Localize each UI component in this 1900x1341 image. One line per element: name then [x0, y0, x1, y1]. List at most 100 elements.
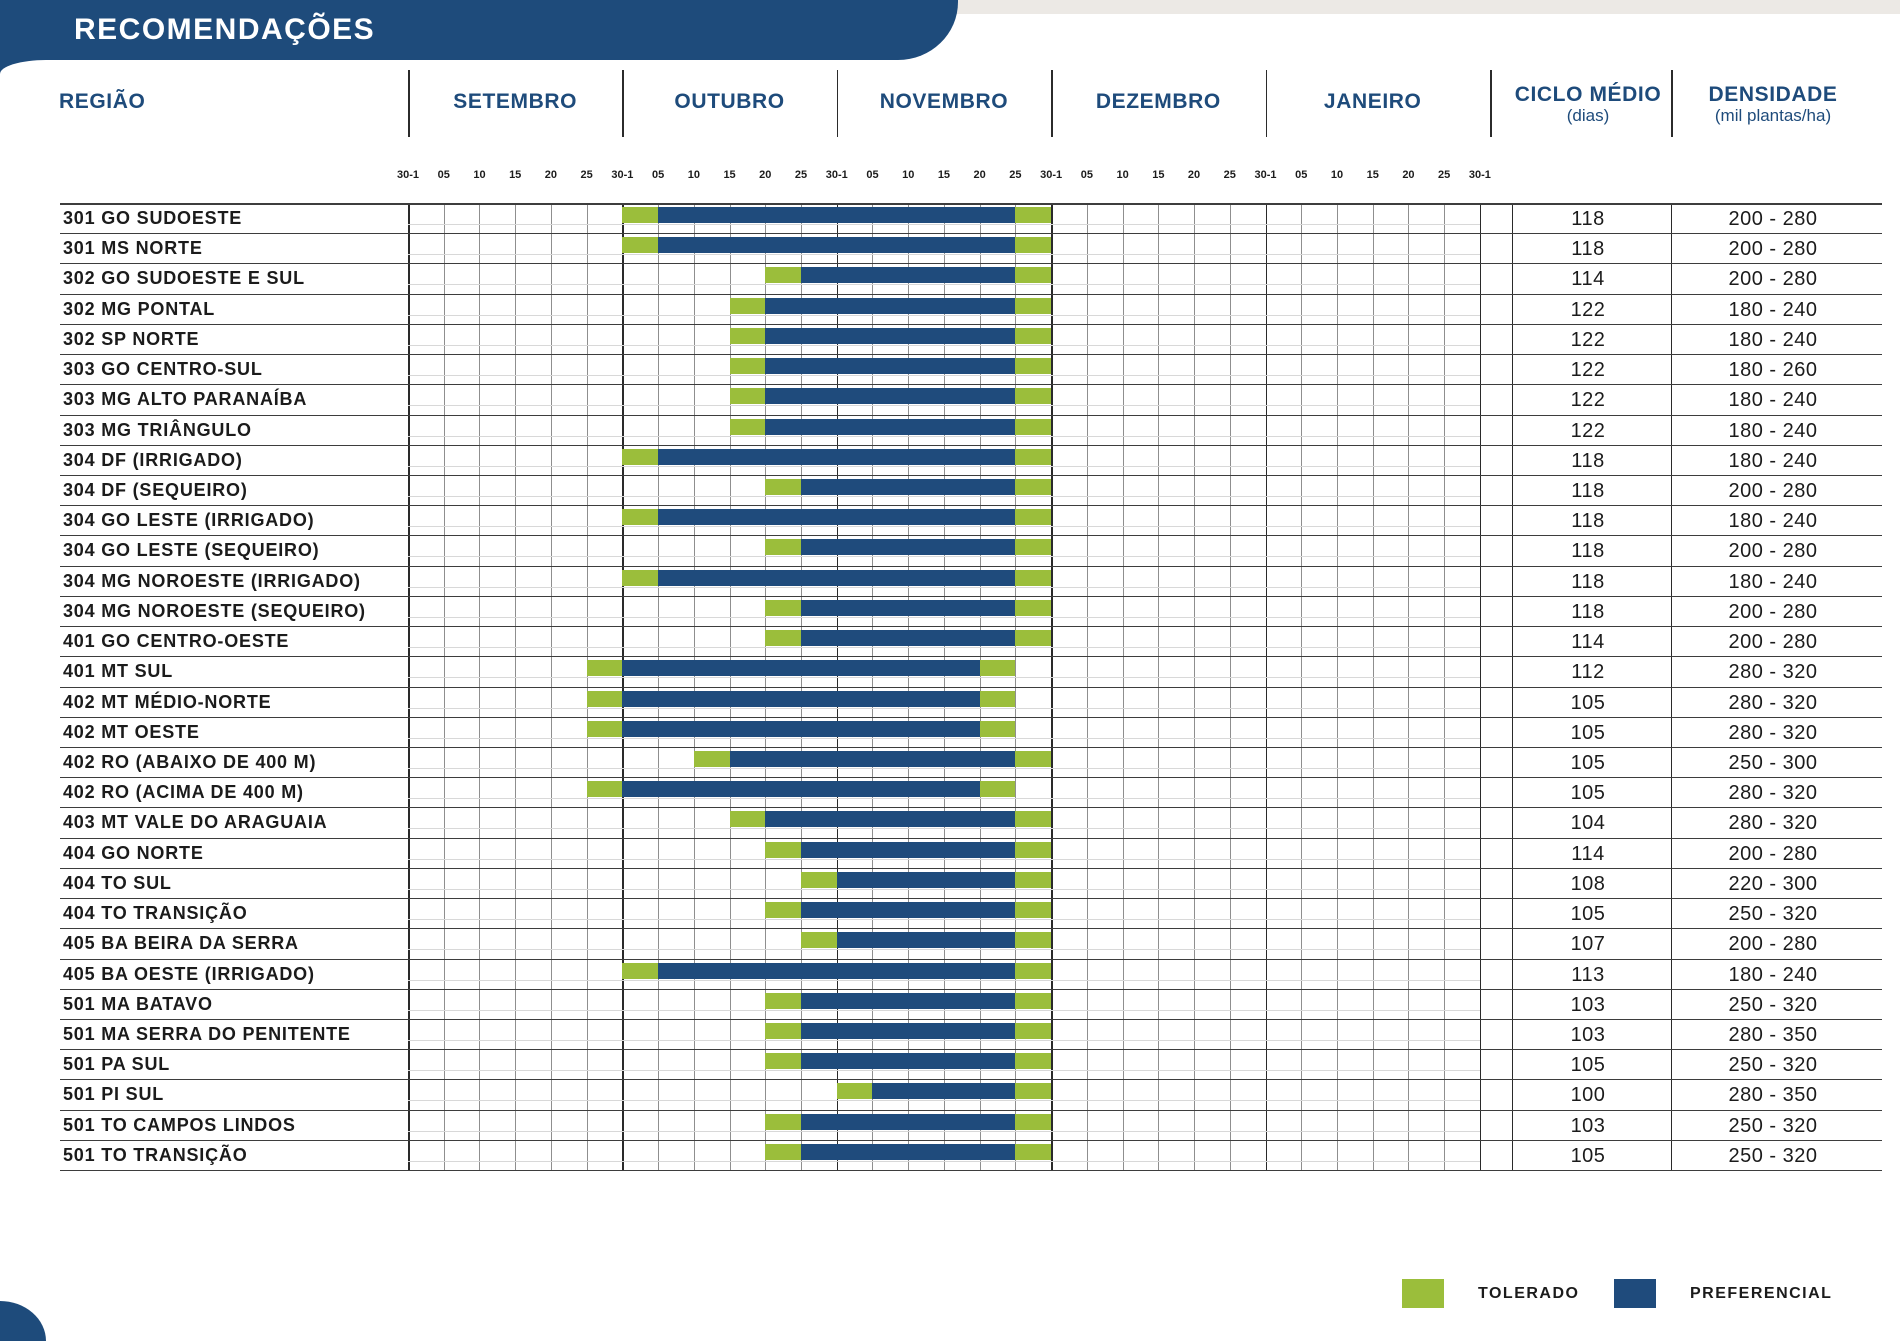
preferencial-bar-segment [658, 448, 1016, 465]
row-subline [408, 1160, 1480, 1162]
row-border [60, 595, 1882, 597]
tolerado-bar-segment [979, 781, 1016, 798]
ciclo-medio-value: 122 [1570, 419, 1606, 442]
row-border [60, 837, 1882, 839]
tolerado-bar-segment [765, 478, 802, 495]
column-header-month: DEZEMBRO [1095, 90, 1221, 113]
region-label: 501 TO TRANSIÇÃO [63, 1144, 248, 1165]
timeline-tick-label: 15 [723, 169, 736, 181]
tolerado-bar-segment [622, 237, 659, 254]
timeline-grid-line [1015, 203, 1017, 1170]
tolerado-bar-segment [765, 630, 802, 647]
timeline-grid-line [1051, 203, 1053, 1170]
row-subline [408, 767, 1480, 769]
timeline-grid-line [622, 203, 624, 1170]
preferencial-bar-segment [658, 207, 1016, 223]
tolerado-bar-segment [1015, 448, 1052, 465]
densidade-value: 280 - 350 [1728, 1023, 1818, 1046]
tolerado-bar-segment [1015, 630, 1052, 647]
row-subline [408, 465, 1480, 467]
densidade-value: 250 - 320 [1728, 1144, 1818, 1167]
timeline-tick-label: 05 [437, 169, 450, 181]
densidade-value: 280 - 320 [1728, 661, 1818, 684]
timeline-tick-label: 30-1 [396, 169, 420, 181]
ciclo-medio-value: 118 [1571, 238, 1605, 261]
preferencial-bar-segment [765, 418, 1016, 435]
row-border [60, 233, 1882, 235]
legend-item-preferencial: PREFERENCIAL [1614, 1279, 1854, 1308]
region-label: 405 BA OESTE (IRRIGADO) [63, 963, 315, 984]
ciclo-medio-value: 114 [1571, 268, 1605, 291]
region-label: 501 PI SUL [63, 1084, 165, 1105]
densidade-value: 280 - 320 [1728, 721, 1818, 744]
region-label: 404 TO SUL [63, 872, 172, 893]
timeline-tick-label: 10 [1330, 169, 1344, 181]
preferencial-bar-segment [801, 1053, 1016, 1070]
tolerado-bar-segment [1015, 1113, 1052, 1130]
tolerado-bar-segment [1015, 358, 1052, 375]
row-subline [408, 858, 1480, 860]
column-header-month: JANEIRO [1323, 90, 1422, 113]
preferencial-bar-segment [801, 992, 1016, 1009]
densidade-value: 180 - 260 [1728, 359, 1818, 382]
row-border [60, 807, 1882, 809]
timeline-tick-label: 30-1 [611, 169, 634, 181]
preferencial-bar-segment [765, 327, 1016, 344]
row-border [60, 928, 1882, 930]
preferencial-bar-segment [801, 599, 1016, 616]
region-label: 301 GO SUDOESTE [63, 208, 243, 228]
preferencial-bar-segment [801, 902, 1016, 919]
tolerado-bar-segment [1015, 1083, 1052, 1100]
row-subline [408, 1039, 1480, 1041]
densidade-value: 250 - 320 [1728, 1114, 1818, 1137]
timeline-grid-line [908, 203, 910, 1170]
column-subheader-densidade: (mil plantas/ha) [1714, 106, 1832, 125]
timeline-tick-label: 25 [1438, 169, 1451, 181]
region-label: 405 BA BEIRA DA SERRA [63, 933, 299, 954]
preferencial-bar-segment [658, 962, 1016, 979]
timeline-grid-line [1336, 203, 1338, 1170]
row-subline [408, 344, 1480, 346]
region-label: 501 MA SERRA DO PENITENTE [63, 1023, 351, 1044]
ciclo-medio-value: 100 [1570, 1084, 1606, 1107]
row-border [60, 1079, 1882, 1081]
tolerado-bar-segment [1015, 932, 1052, 949]
row-border [60, 746, 1882, 748]
preferencial-bar-segment [801, 1143, 1016, 1160]
timeline-grid-line [979, 203, 981, 1170]
timeline-grid-line [1301, 203, 1303, 1170]
row-border [60, 656, 1882, 658]
row-subline [408, 224, 1480, 225]
row-border [60, 354, 1882, 356]
region-label: 302 MG PONTAL [63, 298, 216, 319]
column-header-month: NOVEMBRO [879, 90, 1009, 113]
tolerado-bar-segment [1015, 841, 1052, 858]
row-subline [408, 495, 1480, 497]
preferencial-bar-segment [836, 932, 1016, 949]
column-header-ciclo: CICLO MÉDIO [1514, 83, 1662, 106]
tolerado-bar-segment [979, 720, 1016, 737]
tolerado-bar-segment [1015, 1053, 1052, 1070]
timeline-grid-line [943, 203, 945, 1170]
ciclo-medio-value: 118 [1571, 570, 1605, 593]
densidade-value: 200 - 280 [1728, 631, 1818, 654]
tolerado-bar-segment [1015, 599, 1052, 616]
timeline-grid-line [1086, 203, 1088, 1170]
preferencial-bar-segment [801, 267, 1016, 284]
timeline-tick-label: 05 [651, 169, 665, 181]
region-label: 304 GO LESTE (IRRIGADO) [63, 510, 315, 531]
tolerado-bar-segment [1015, 297, 1052, 314]
densidade-value: 200 - 280 [1728, 540, 1818, 563]
timeline-tick-label: 25 [580, 169, 593, 181]
timeline-grid-line [1372, 203, 1374, 1170]
tolerado-bar-segment [622, 448, 659, 465]
region-label: 402 RO (ACIMA DE 400 M) [63, 782, 304, 803]
row-subline [408, 677, 1480, 679]
timeline-tick-label: 05 [1295, 169, 1308, 181]
legend-label-preferencial: PREFERENCIAL [1690, 1285, 1833, 1302]
tolerado-bar-segment [586, 690, 623, 707]
row-subline [408, 254, 1480, 256]
timeline-grid-line [550, 203, 552, 1170]
row-subline [408, 526, 1480, 528]
timeline-tick-label: 10 [1116, 169, 1129, 181]
